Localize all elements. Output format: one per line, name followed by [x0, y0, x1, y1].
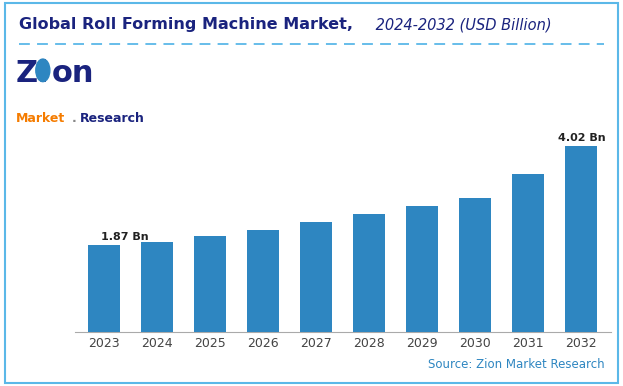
Text: 2024-2032 (USD Billion): 2024-2032 (USD Billion): [371, 17, 551, 32]
Bar: [512, 174, 545, 332]
Text: .: .: [72, 112, 77, 125]
Text: i: i: [37, 59, 48, 88]
Bar: [459, 198, 491, 332]
Text: CAGR : 8.90%: CAGR : 8.90%: [40, 356, 147, 370]
Bar: [247, 230, 279, 332]
Bar: [194, 236, 226, 332]
Text: Source: Zion Market Research: Source: Zion Market Research: [427, 357, 604, 371]
Text: Z: Z: [16, 59, 38, 88]
Text: 1.87 Bn: 1.87 Bn: [102, 232, 149, 242]
Text: 4.02 Bn: 4.02 Bn: [558, 132, 605, 142]
Bar: [300, 222, 332, 332]
Text: Market: Market: [16, 112, 65, 125]
Bar: [88, 245, 120, 332]
Bar: [566, 146, 597, 332]
Text: on: on: [52, 59, 94, 88]
Text: Global Roll Forming Machine Market,: Global Roll Forming Machine Market,: [19, 17, 353, 32]
Text: Research: Research: [80, 112, 145, 125]
Bar: [141, 242, 173, 332]
Circle shape: [36, 59, 50, 82]
Bar: [406, 206, 438, 332]
Bar: [353, 214, 385, 332]
